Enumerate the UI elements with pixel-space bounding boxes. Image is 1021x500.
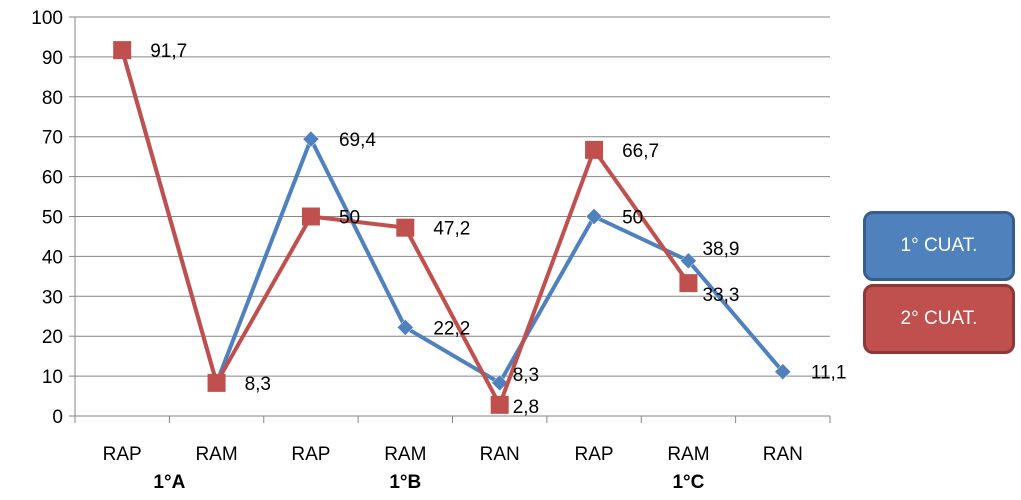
y-tick-label: 10 bbox=[42, 367, 63, 388]
data-point-diamond bbox=[585, 208, 603, 225]
x-axis-group-labels: 1°A 1°B 1°C bbox=[153, 472, 704, 493]
data-point-square bbox=[490, 395, 509, 414]
x-category-label: RAM bbox=[667, 444, 709, 465]
data-point-diamond bbox=[302, 130, 320, 148]
data-label: 22,2 bbox=[433, 318, 470, 339]
data-label: 11,1 bbox=[811, 363, 847, 384]
series-line bbox=[120, 49, 785, 385]
data-point-diamond bbox=[491, 374, 509, 392]
data-point-diamond bbox=[396, 319, 414, 336]
y-tick-label: 30 bbox=[42, 287, 63, 308]
x-group-label: 1°C bbox=[672, 472, 704, 493]
series-2 bbox=[113, 41, 698, 414]
data-label: 38,9 bbox=[702, 239, 739, 260]
data-point-square bbox=[396, 218, 415, 237]
x-category-label: RAP bbox=[103, 444, 142, 465]
legend-label-series-1: 1° CUAT. bbox=[900, 235, 978, 256]
data-label: 47,2 bbox=[433, 219, 470, 240]
data-label: 91,7 bbox=[150, 41, 187, 62]
data-point-square bbox=[301, 207, 320, 226]
data-label: 8,3 bbox=[245, 374, 271, 395]
data-label: 50 bbox=[622, 208, 643, 229]
axes bbox=[69, 16, 831, 423]
data-point-square bbox=[679, 274, 698, 293]
y-tick-label: 100 bbox=[31, 8, 63, 29]
data-point-square bbox=[207, 373, 226, 392]
x-group-label: 1°A bbox=[153, 472, 185, 493]
data-point-square bbox=[113, 41, 132, 60]
data-label: 50 bbox=[339, 208, 360, 229]
x-axis-category-labels: RAP RAM RAP RAM RAN RAP RAM RAN bbox=[103, 444, 803, 465]
x-category-label: RAM bbox=[384, 444, 426, 465]
legend-label-series-2: 2° CUAT. bbox=[900, 308, 978, 329]
data-point-diamond bbox=[680, 252, 697, 270]
y-tick-label: 70 bbox=[42, 128, 63, 149]
x-category-label: RAN bbox=[480, 444, 520, 465]
legend-item-series-1: 1° CUAT. bbox=[863, 211, 1015, 281]
data-labels: 69,4 22,2 8,3 50 38,9 11,1 91,7 8,3 50 47,2 2,8 66,… bbox=[150, 41, 846, 418]
data-label: 33,3 bbox=[702, 285, 739, 306]
y-tick-label: 60 bbox=[42, 168, 63, 189]
data-label: 8,3 bbox=[513, 365, 539, 386]
data-label: 2,8 bbox=[513, 397, 539, 418]
y-tick-label: 20 bbox=[42, 327, 63, 348]
data-label: 69,4 bbox=[339, 130, 376, 151]
x-category-label: RAN bbox=[763, 444, 803, 465]
y-axis-tick-labels: 0 10 20 30 40 50 60 70 80 90 100 bbox=[31, 8, 63, 428]
x-category-label: RAP bbox=[291, 444, 330, 465]
data-label: 66,7 bbox=[622, 141, 659, 162]
data-point-diamond bbox=[774, 363, 792, 381]
legend-item-series-2: 2° CUAT. bbox=[863, 284, 1015, 354]
gridlines bbox=[75, 16, 830, 377]
y-tick-label: 0 bbox=[52, 407, 63, 428]
y-tick-label: 80 bbox=[42, 88, 63, 109]
y-tick-label: 40 bbox=[42, 247, 63, 268]
data-point-square bbox=[585, 140, 604, 159]
x-category-label: RAP bbox=[575, 444, 614, 465]
series-layer bbox=[113, 41, 792, 414]
x-category-label: RAM bbox=[195, 444, 237, 465]
y-tick-label: 50 bbox=[42, 208, 63, 229]
y-tick-label: 90 bbox=[42, 48, 63, 69]
x-group-label: 1°B bbox=[389, 472, 421, 493]
